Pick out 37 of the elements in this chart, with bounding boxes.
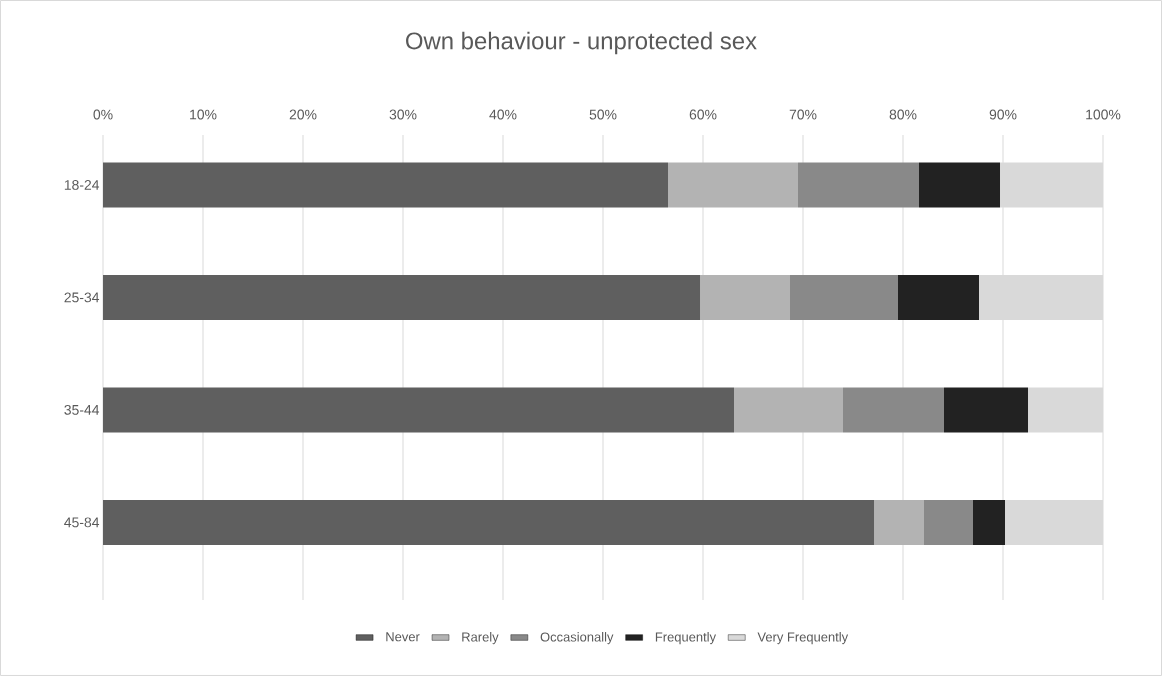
legend-label: Very Frequently bbox=[757, 632, 849, 645]
bar bbox=[103, 274, 700, 320]
y-tick-label: 18-24 bbox=[64, 179, 100, 190]
bar bbox=[798, 162, 920, 208]
bar bbox=[103, 162, 668, 208]
x-tick-label: 100% bbox=[1086, 109, 1121, 120]
legend-label: Occasionally bbox=[540, 632, 614, 645]
bar bbox=[843, 387, 945, 433]
bar bbox=[734, 387, 844, 433]
bar bbox=[103, 499, 875, 545]
x-tick-label: 20% bbox=[289, 109, 317, 120]
bar bbox=[924, 499, 974, 545]
legend-label: Rarely bbox=[462, 632, 499, 645]
bar bbox=[973, 499, 1006, 545]
bar bbox=[919, 162, 1001, 208]
legend-label: Never bbox=[386, 632, 420, 642]
x-tick-label: 60% bbox=[689, 109, 717, 120]
x-tick-label: 0% bbox=[93, 109, 113, 120]
bar bbox=[668, 162, 798, 208]
y-tick-label: 25-34 bbox=[64, 292, 100, 303]
x-tick-label: 90% bbox=[989, 109, 1017, 120]
x-tick-label: 70% bbox=[789, 109, 817, 120]
x-tick-label: 10% bbox=[190, 109, 217, 120]
bar bbox=[103, 387, 734, 433]
y-tick-label: 45-84 bbox=[64, 517, 100, 528]
bar bbox=[700, 274, 790, 320]
x-tick-label: 50% bbox=[589, 109, 617, 120]
bar bbox=[944, 387, 1029, 433]
bar bbox=[874, 499, 925, 545]
chart-title: Own behaviour - unprotected sex bbox=[406, 31, 757, 55]
x-tick-label: 30% bbox=[389, 109, 417, 120]
legend-label: Frequently bbox=[655, 632, 717, 645]
bar bbox=[898, 274, 980, 320]
x-tick-label: 40% bbox=[489, 109, 517, 120]
bar bbox=[790, 274, 899, 320]
x-tick-label: 80% bbox=[889, 109, 917, 120]
y-tick-label: 35-44 bbox=[64, 404, 100, 415]
